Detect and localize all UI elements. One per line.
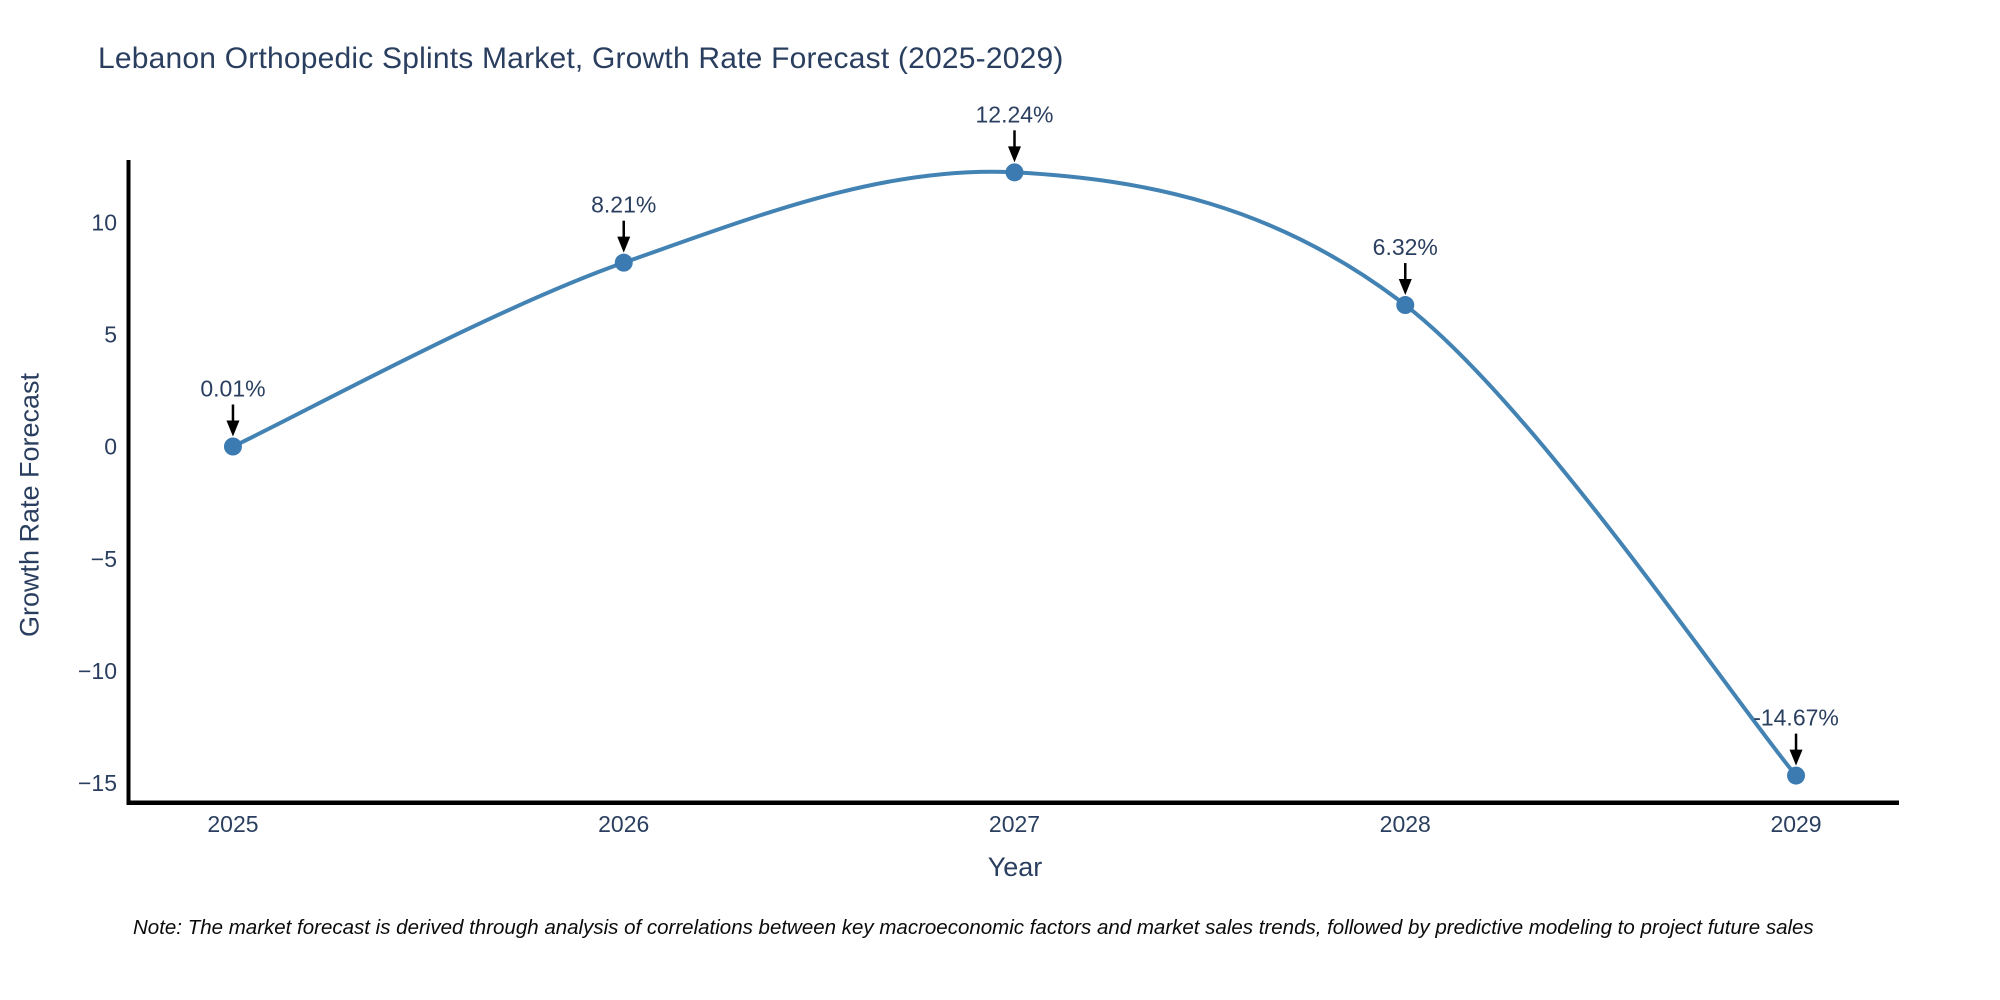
x-tick-label: 2026	[598, 811, 649, 837]
data-point[interactable]	[223, 437, 242, 456]
point-annotation-label: 6.32%	[1373, 234, 1438, 260]
x-tick-label: 2028	[1380, 811, 1431, 837]
x-tick-label: 2027	[989, 811, 1040, 837]
y-tick-label: −5	[91, 546, 117, 572]
y-tick-label: −10	[78, 658, 117, 684]
point-annotation-label: -14.67%	[1753, 705, 1839, 731]
x-axis-spine	[126, 800, 1899, 805]
annotation-arrow-head-icon	[1008, 146, 1021, 163]
point-annotation-label: 0.01%	[200, 376, 265, 402]
x-tick-label: 2029	[1770, 811, 1821, 837]
x-tick-label: 2025	[207, 811, 258, 837]
point-annotation-label: 12.24%	[975, 101, 1053, 127]
annotation-arrow-head-icon	[617, 236, 631, 253]
data-point[interactable]	[614, 253, 633, 272]
y-axis-spine	[126, 160, 131, 805]
annotation-arrow-head-icon	[1398, 279, 1412, 296]
chart-title: Lebanon Orthopedic Splints Market, Growt…	[98, 42, 1064, 75]
forecast-line	[230, 169, 1799, 778]
data-point[interactable]	[1396, 296, 1415, 315]
y-tick-label: 0	[104, 434, 117, 460]
y-tick-label: 5	[104, 322, 117, 348]
y-tick-label: −15	[78, 770, 117, 796]
annotation-arrow-head-icon	[226, 420, 240, 437]
point-annotation-label: 8.21%	[591, 192, 656, 218]
data-point[interactable]	[1005, 163, 1024, 182]
data-point[interactable]	[1787, 766, 1806, 785]
annotation-arrow-head-icon	[1789, 749, 1803, 766]
x-axis-title: Year	[987, 852, 1043, 882]
footnote: Note: The market forecast is derived thr…	[133, 916, 1814, 939]
y-tick-label: 10	[91, 210, 117, 236]
